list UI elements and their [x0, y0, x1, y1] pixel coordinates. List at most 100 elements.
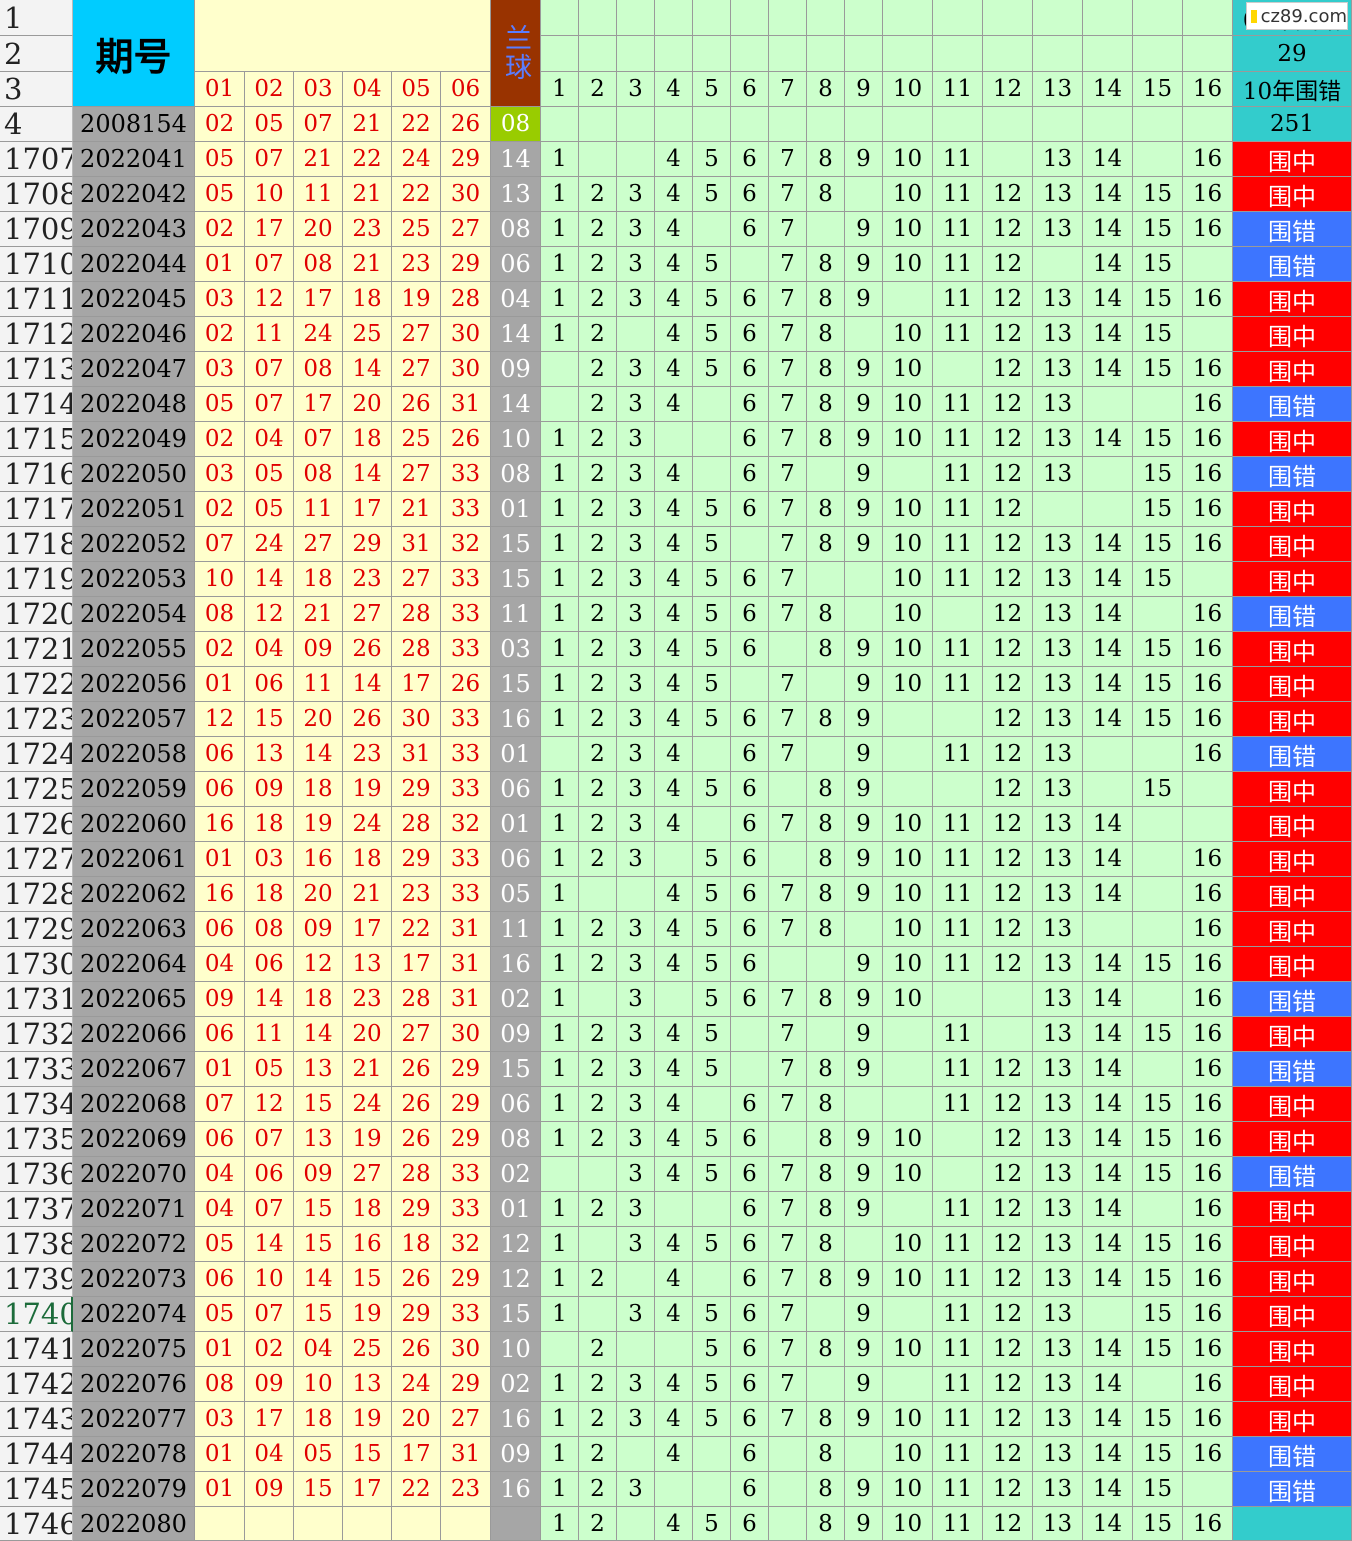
pos-cell[interactable]	[1133, 1192, 1183, 1227]
pos-cell[interactable]: 6	[731, 1367, 769, 1402]
red-ball-cell[interactable]: 27	[441, 1402, 491, 1437]
pos-cell[interactable]: 12	[983, 597, 1033, 632]
pos-cell[interactable]: 10	[883, 142, 933, 177]
pos-cell[interactable]: 4	[655, 527, 693, 562]
pos-cell[interactable]: 5	[693, 527, 731, 562]
red-ball-cell[interactable]	[294, 1507, 343, 1541]
red-ball-cell[interactable]: 17	[294, 387, 343, 422]
blue-ball-cell[interactable]: 01	[491, 807, 541, 842]
red-ball-cell[interactable]: 22	[392, 912, 441, 947]
blue-ball-cell[interactable]: 12	[491, 1227, 541, 1262]
pos-cell[interactable]	[769, 1472, 807, 1507]
pos-cell[interactable]: 8	[807, 247, 845, 282]
red-ball-cell[interactable]: 10	[245, 177, 294, 212]
pos-cell[interactable]: 7	[769, 142, 807, 177]
row-number[interactable]: 1710	[0, 247, 73, 282]
blue-position-header[interactable]: 14	[1083, 72, 1133, 107]
row-number[interactable]: 1739	[0, 1262, 73, 1297]
pos-cell[interactable]: 3	[617, 807, 655, 842]
pos-cell[interactable]: 15	[1133, 422, 1183, 457]
pos-cell[interactable]: 13	[1033, 807, 1083, 842]
red-ball-cell[interactable]: 15	[294, 1192, 343, 1227]
red-ball-cell[interactable]: 11	[294, 667, 343, 702]
period-cell[interactable]: 2022073	[73, 1262, 195, 1297]
pos-blank[interactable]	[617, 0, 655, 36]
red-ball-cell[interactable]: 03	[195, 282, 245, 317]
red-ball-cell[interactable]: 22	[392, 177, 441, 212]
pos-cell[interactable]	[1183, 807, 1233, 842]
pos-cell[interactable]: 7	[769, 1332, 807, 1367]
pos-cell[interactable]	[983, 982, 1033, 1017]
pos-cell[interactable]: 9	[845, 1262, 883, 1297]
red-ball-cell[interactable]: 06	[245, 1157, 294, 1192]
period-cell[interactable]: 2022078	[73, 1437, 195, 1472]
pos-cell[interactable]: 4	[655, 912, 693, 947]
red-ball-cell[interactable]: 05	[195, 177, 245, 212]
red-ball-cell[interactable]: 23	[392, 247, 441, 282]
pos-cell[interactable]	[541, 1157, 579, 1192]
pos-cell[interactable]: 2	[579, 772, 617, 807]
pos-cell[interactable]: 5	[693, 667, 731, 702]
row-number[interactable]: 1707	[0, 142, 73, 177]
pos-cell[interactable]: 14	[1083, 247, 1133, 282]
pos-cell[interactable]: 6	[731, 317, 769, 352]
pos-cell[interactable]: 3	[617, 352, 655, 387]
pos-cell[interactable]: 3	[617, 212, 655, 247]
row-number[interactable]: 1727	[0, 842, 73, 877]
pos-cell[interactable]: 7	[769, 982, 807, 1017]
pos-cell[interactable]: 16	[1183, 877, 1233, 912]
row-number[interactable]: 1743	[0, 1402, 73, 1437]
blue-ball-cell[interactable]: 15	[491, 667, 541, 702]
pos-cell[interactable]: 3	[617, 667, 655, 702]
pos-cell[interactable]: 1	[541, 632, 579, 667]
pos-cell[interactable]: 13	[1033, 1122, 1083, 1157]
pos-cell[interactable]: 13	[1033, 947, 1083, 982]
status-cell[interactable]: 围中	[1233, 947, 1352, 982]
pos-cell[interactable]: 14	[1083, 177, 1133, 212]
red-ball-cell[interactable]: 05	[195, 142, 245, 177]
blue-ball-cell[interactable]: 11	[491, 597, 541, 632]
pos-cell[interactable]: 12	[983, 282, 1033, 317]
row-number[interactable]: 1738	[0, 1227, 73, 1262]
pos-cell[interactable]	[1083, 737, 1133, 772]
pos-blank[interactable]	[883, 36, 933, 72]
red-ball-cell[interactable]: 27	[392, 457, 441, 492]
pos-cell[interactable]: 13	[1033, 212, 1083, 247]
pos-cell[interactable]: 10	[883, 1227, 933, 1262]
pos-cell[interactable]: 8	[807, 772, 845, 807]
blue-position-header[interactable]: 11	[933, 72, 983, 107]
pos-cell[interactable]: 11	[933, 282, 983, 317]
pos-cell[interactable]: 16	[1183, 142, 1233, 177]
red-ball-cell[interactable]: 24	[245, 527, 294, 562]
pos-cell[interactable]: 9	[845, 387, 883, 422]
pos-cell[interactable]	[617, 107, 655, 142]
pos-cell[interactable]: 11	[933, 1052, 983, 1087]
red-ball-cell[interactable]: 11	[245, 317, 294, 352]
pos-cell[interactable]: 11	[933, 527, 983, 562]
pos-cell[interactable]: 7	[769, 1192, 807, 1227]
status-cell[interactable]: 围错	[1233, 1052, 1352, 1087]
red-ball-cell[interactable]: 29	[441, 1367, 491, 1402]
red-ball-cell[interactable]: 18	[343, 1192, 392, 1227]
red-ball-cell[interactable]: 15	[294, 1297, 343, 1332]
red-ball-cell[interactable]: 30	[441, 1017, 491, 1052]
period-cell[interactable]: 2022057	[73, 702, 195, 737]
red-header-blank[interactable]	[195, 0, 491, 72]
pos-cell[interactable]: 11	[933, 1297, 983, 1332]
status-cell[interactable]: 围中	[1233, 422, 1352, 457]
pos-cell[interactable]: 10	[883, 1157, 933, 1192]
row-number[interactable]: 1733	[0, 1052, 73, 1087]
red-ball-cell[interactable]: 19	[343, 1402, 392, 1437]
pos-cell[interactable]: 11	[933, 1402, 983, 1437]
pos-cell[interactable]: 16	[1183, 1192, 1233, 1227]
pos-cell[interactable]: 16	[1183, 387, 1233, 422]
status-cell[interactable]: 围中	[1233, 807, 1352, 842]
red-ball-cell[interactable]: 19	[343, 1297, 392, 1332]
pos-cell[interactable]: 16	[1183, 177, 1233, 212]
red-ball-cell[interactable]: 26	[392, 1087, 441, 1122]
red-ball-cell[interactable]: 24	[392, 142, 441, 177]
pos-cell[interactable]: 12	[983, 457, 1033, 492]
red-ball-cell[interactable]: 09	[195, 982, 245, 1017]
pos-cell[interactable]	[883, 1367, 933, 1402]
pos-blank[interactable]	[983, 36, 1033, 72]
